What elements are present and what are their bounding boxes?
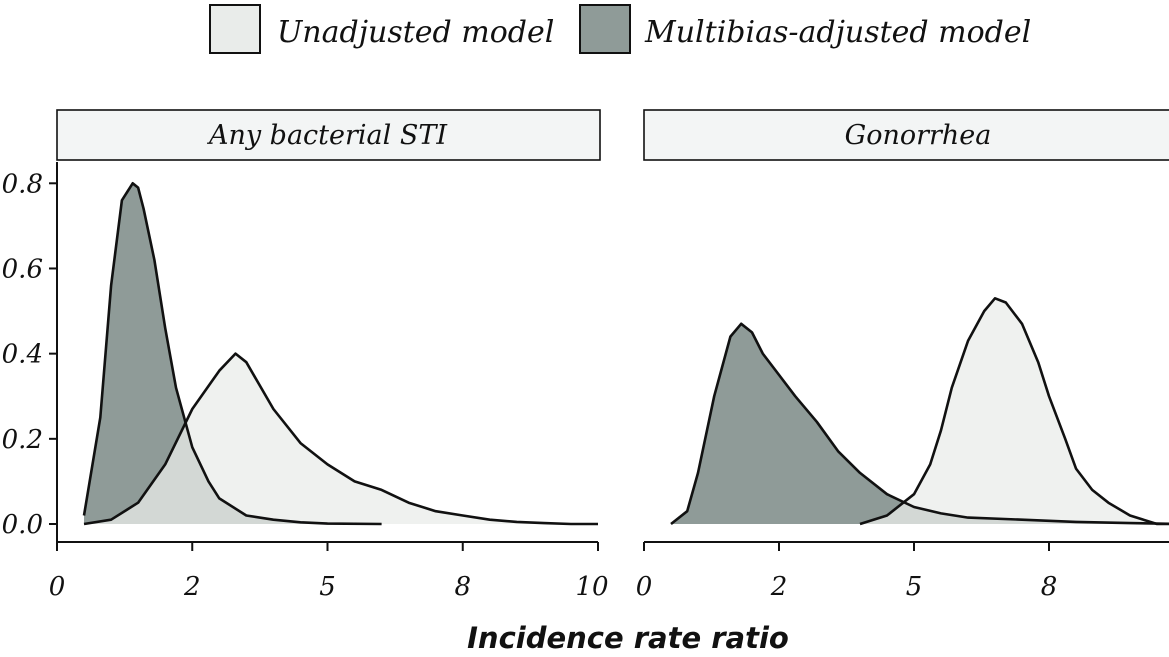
strip-box-right xyxy=(643,109,1169,161)
x-tick-label: 2 xyxy=(183,572,201,602)
density-area-adjusted xyxy=(671,323,1169,524)
strip-label-right: Gonorrhea xyxy=(845,120,992,151)
x-tick-label: 2 xyxy=(770,572,788,602)
x-axis-title: Incidence rate ratio xyxy=(467,621,789,655)
legend-label-unadjusted: Unadjusted model xyxy=(277,15,554,50)
y-tick-label: 0.4 xyxy=(2,340,43,370)
x-tick-label: 0 xyxy=(636,572,653,602)
y-tick-label: 0.2 xyxy=(2,425,43,455)
panel-gonorrhea: 0 2 5 8 xyxy=(636,297,1169,602)
density-area-unadjusted xyxy=(860,298,1169,524)
density-area-unadjusted xyxy=(84,353,598,524)
legend-swatch-unadjusted xyxy=(209,4,261,54)
y-tick-label: 0.8 xyxy=(2,169,43,199)
y-tick-label: 0.0 xyxy=(2,510,43,540)
panel-strip-right: Gonorrhea xyxy=(643,109,1169,161)
strip-box-left xyxy=(56,109,601,161)
x-tick-label: 0 xyxy=(49,572,66,602)
legend: Unadjusted model Multibias-adjusted mode… xyxy=(209,4,1031,54)
legend-label-adjusted: Multibias-adjusted model xyxy=(644,15,1031,50)
density-line-unadjusted xyxy=(83,352,598,526)
x-tick-label: 5 xyxy=(319,572,336,602)
density-line-adjusted xyxy=(670,322,1169,526)
panel-strip-left: Any bacterial STI xyxy=(56,109,601,161)
x-tick-label: 8 xyxy=(454,572,471,602)
density-line-unadjusted xyxy=(859,297,1169,526)
x-tick-label: 10 xyxy=(575,572,608,602)
legend-swatch-adjusted xyxy=(579,4,631,54)
y-tick-label: 0.6 xyxy=(2,254,43,284)
density-line-adjusted xyxy=(82,182,382,526)
x-tick-label: 5 xyxy=(906,572,923,602)
density-area-adjusted xyxy=(84,183,382,525)
strip-label-left: Any bacterial STI xyxy=(206,120,448,151)
y-axis: 0.0 0.2 0.4 0.6 0.8 xyxy=(2,162,58,542)
panel-any-bacterial-sti: 0 2 5 8 10 xyxy=(49,182,609,602)
x-tick-label: 8 xyxy=(1041,572,1058,602)
